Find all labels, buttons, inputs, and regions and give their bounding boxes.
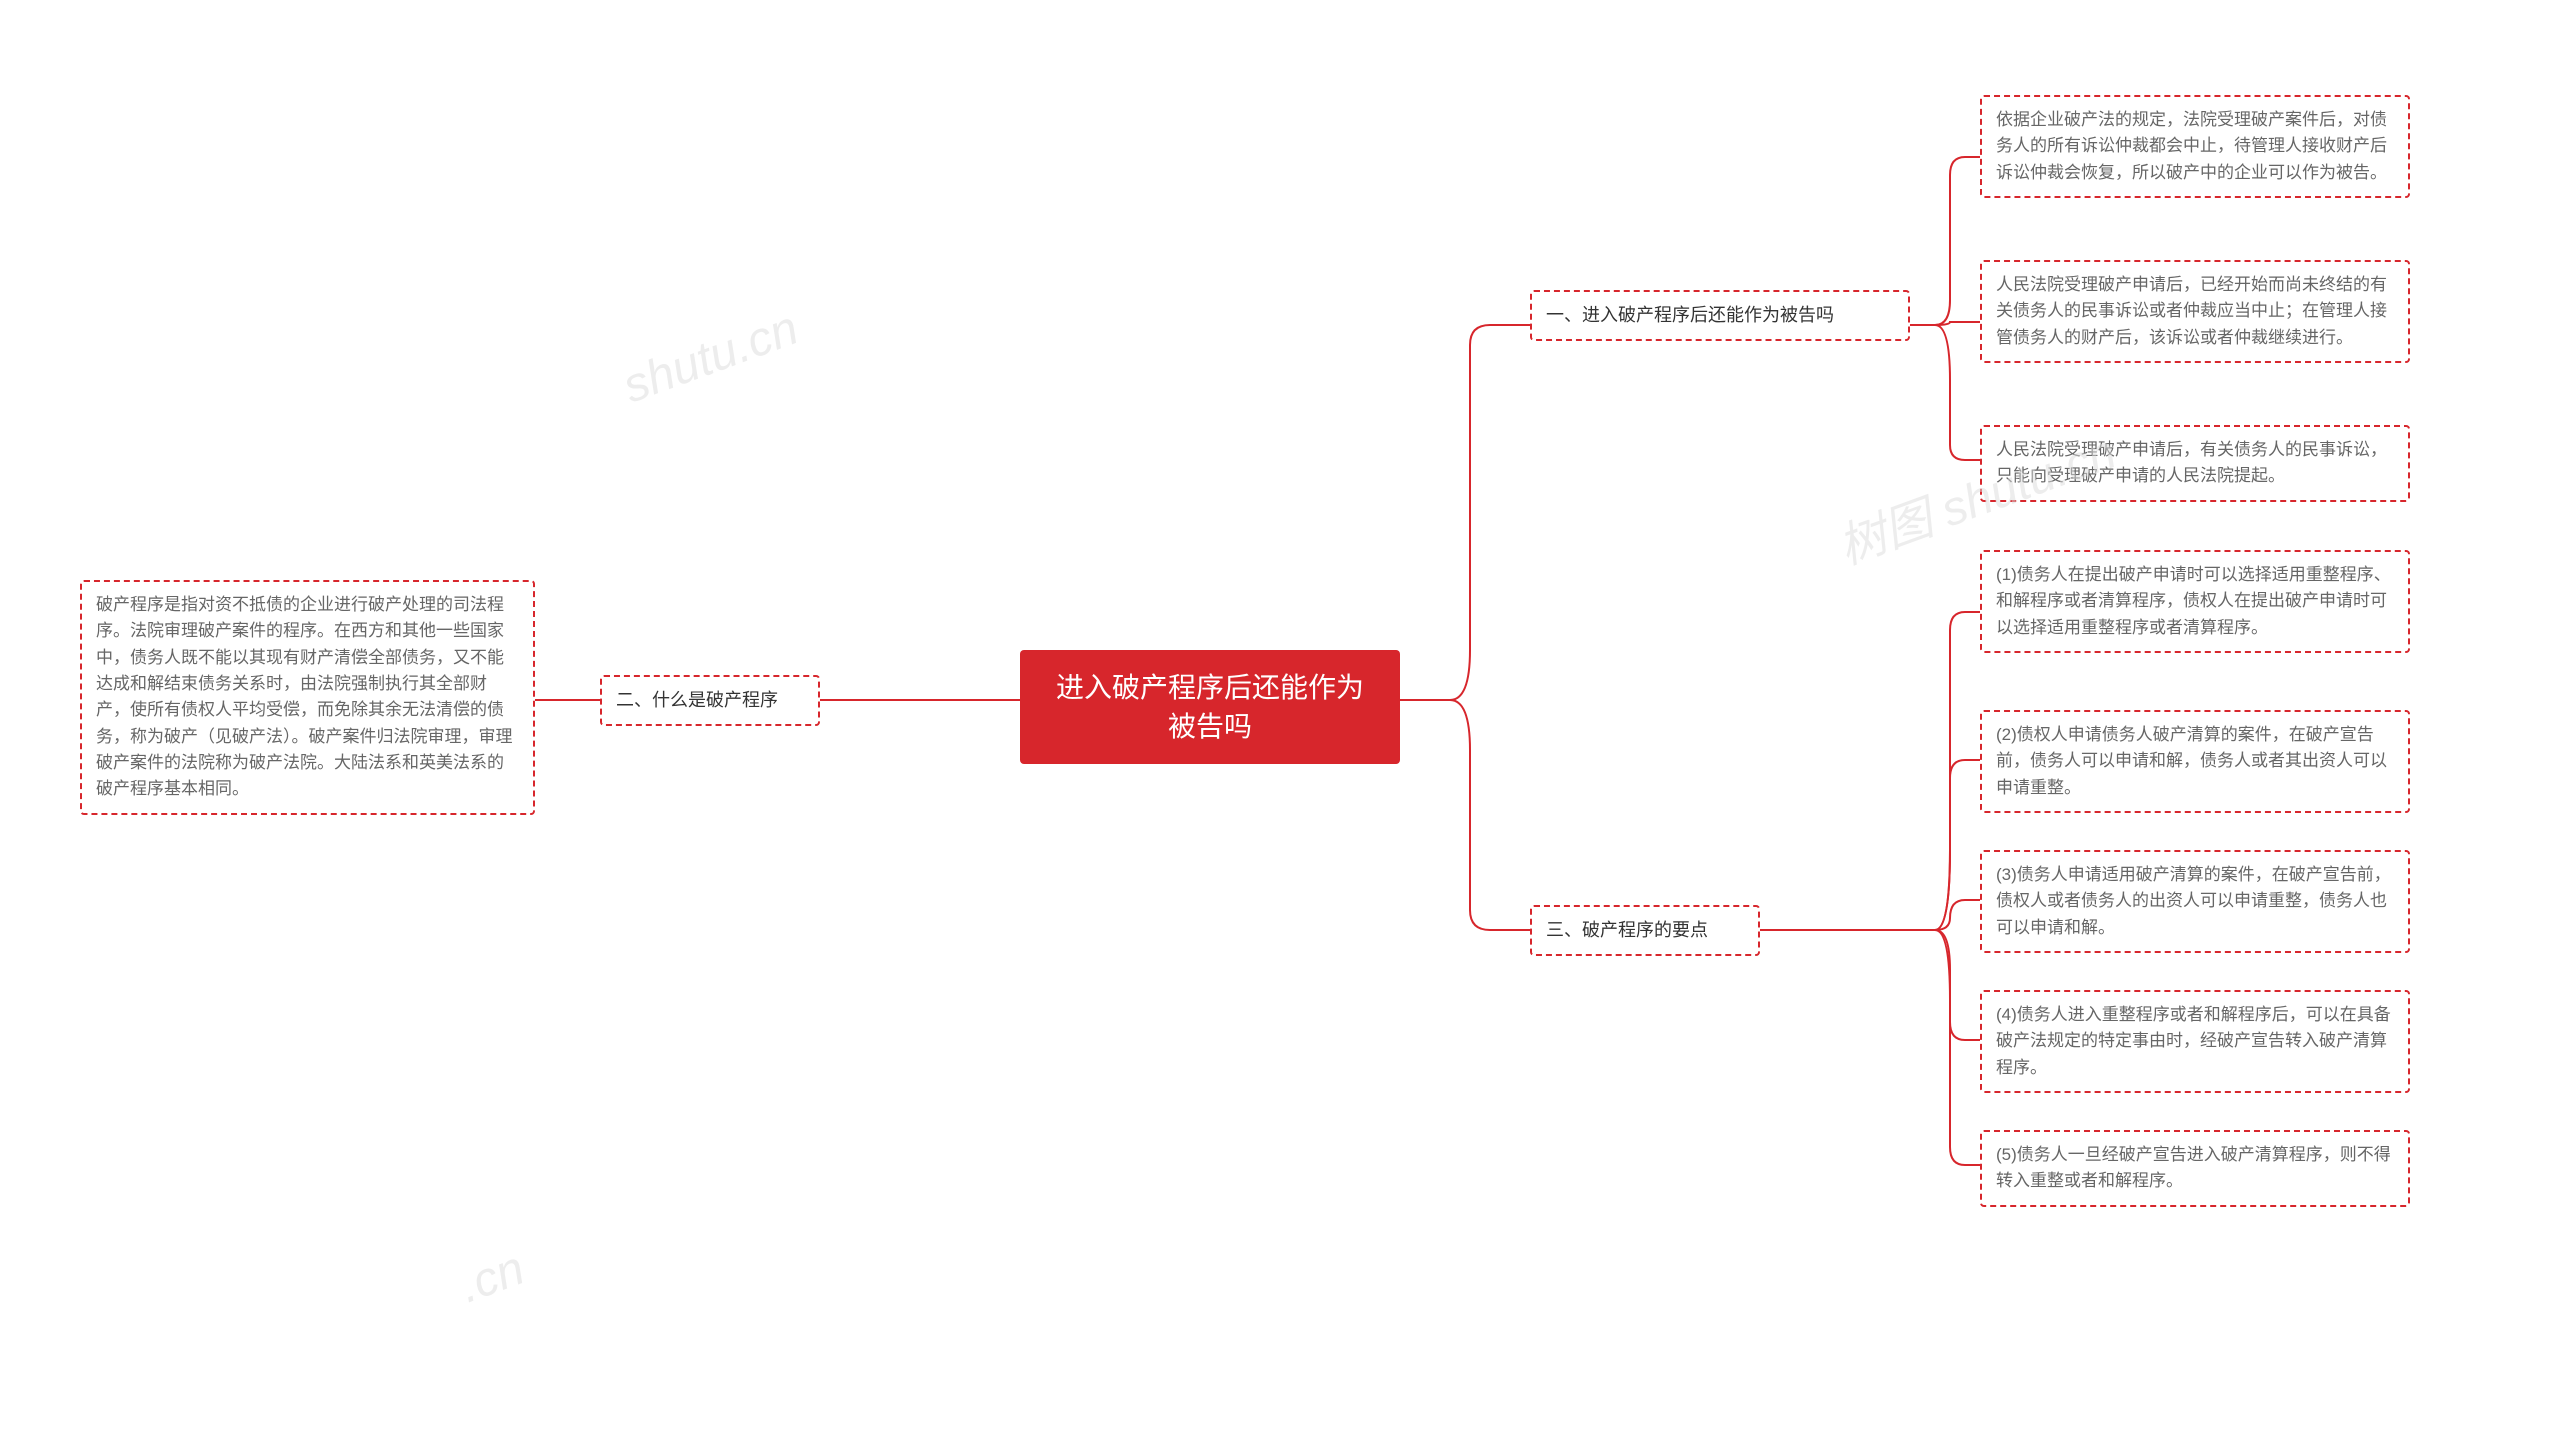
leaf-3-4-text: (5)债务人一旦经破产宣告进入破产清算程序，则不得转入重整或者和解程序。	[1996, 1145, 2391, 1190]
leaf-1-1[interactable]: 人民法院受理破产申请后，已经开始而尚未终结的有关债务人的民事诉讼或者仲裁应当中止…	[1980, 260, 2410, 363]
leaf-3-2[interactable]: (3)债务人申请适用破产清算的案件，在破产宣告前，债权人或者债务人的出资人可以申…	[1980, 850, 2410, 953]
leaf-3-1-text: (2)债权人申请债务人破产清算的案件，在破产宣告前，债务人可以申请和解，债务人或…	[1996, 725, 2387, 797]
leaf-3-3-text: (4)债务人进入重整程序或者和解程序后，可以在具备破产法规定的特定事由时，经破产…	[1996, 1005, 2391, 1077]
leaf-1-2-text: 人民法院受理破产申请后，有关债务人的民事诉讼，只能向受理破产申请的人民法院提起。	[1996, 440, 2387, 485]
leaf-1-1-text: 人民法院受理破产申请后，已经开始而尚未终结的有关债务人的民事诉讼或者仲裁应当中止…	[1996, 275, 2387, 347]
branch-2[interactable]: 二、什么是破产程序	[600, 675, 820, 726]
leaf-3-1[interactable]: (2)债权人申请债务人破产清算的案件，在破产宣告前，债务人可以申请和解，债务人或…	[1980, 710, 2410, 813]
leaf-1-2[interactable]: 人民法院受理破产申请后，有关债务人的民事诉讼，只能向受理破产申请的人民法院提起。	[1980, 425, 2410, 502]
leaf-2-0-text: 破产程序是指对资不抵债的企业进行破产处理的司法程序。法院审理破产案件的程序。在西…	[96, 595, 513, 798]
branch-3-label: 三、破产程序的要点	[1546, 920, 1708, 940]
leaf-3-3[interactable]: (4)债务人进入重整程序或者和解程序后，可以在具备破产法规定的特定事由时，经破产…	[1980, 990, 2410, 1093]
root-text: 进入破产程序后还能作为被告吗	[1056, 672, 1364, 742]
leaf-1-0-text: 依据企业破产法的规定，法院受理破产案件后，对债务人的所有诉讼仲裁都会中止，待管理…	[1996, 110, 2387, 182]
root-node[interactable]: 进入破产程序后还能作为被告吗	[1020, 650, 1400, 764]
leaf-3-0[interactable]: (1)债务人在提出破产申请时可以选择适用重整程序、和解程序或者清算程序，债权人在…	[1980, 550, 2410, 653]
branch-1-label: 一、进入破产程序后还能作为被告吗	[1546, 305, 1834, 325]
leaf-3-2-text: (3)债务人申请适用破产清算的案件，在破产宣告前，债权人或者债务人的出资人可以申…	[1996, 865, 2391, 937]
branch-2-label: 二、什么是破产程序	[616, 690, 778, 710]
leaf-3-4[interactable]: (5)债务人一旦经破产宣告进入破产清算程序，则不得转入重整或者和解程序。	[1980, 1130, 2410, 1207]
watermark-3: .cn	[453, 1241, 532, 1315]
branch-3[interactable]: 三、破产程序的要点	[1530, 905, 1760, 956]
watermark-1: shutu.cn	[616, 301, 805, 415]
leaf-1-0[interactable]: 依据企业破产法的规定，法院受理破产案件后，对债务人的所有诉讼仲裁都会中止，待管理…	[1980, 95, 2410, 198]
leaf-2-0[interactable]: 破产程序是指对资不抵债的企业进行破产处理的司法程序。法院审理破产案件的程序。在西…	[80, 580, 535, 815]
leaf-3-0-text: (1)债务人在提出破产申请时可以选择适用重整程序、和解程序或者清算程序，债权人在…	[1996, 565, 2391, 637]
branch-1[interactable]: 一、进入破产程序后还能作为被告吗	[1530, 290, 1910, 341]
